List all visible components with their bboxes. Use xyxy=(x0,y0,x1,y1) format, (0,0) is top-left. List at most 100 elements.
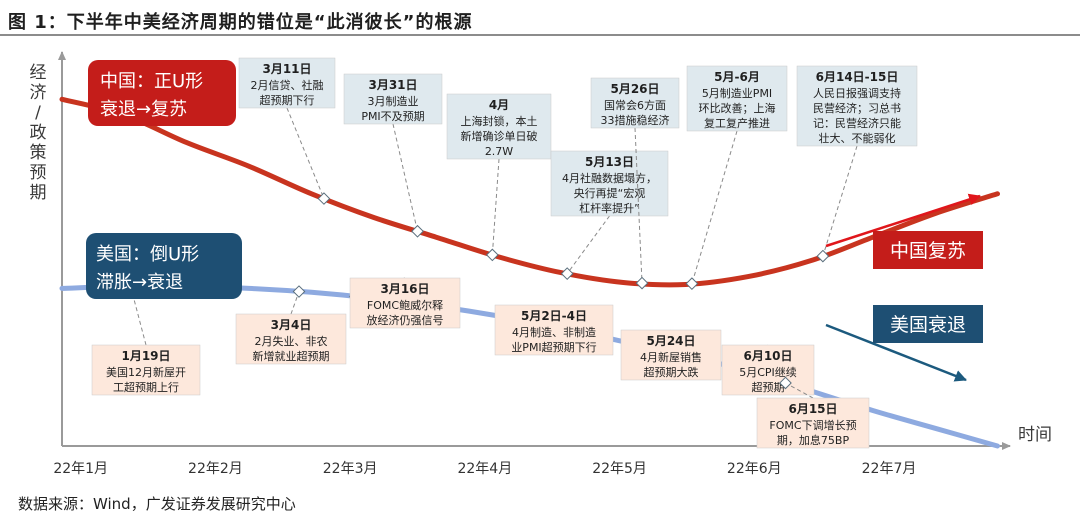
china-line xyxy=(59,96,1000,288)
event-marker xyxy=(292,285,306,298)
event-text-line: 4月制造、非制造 xyxy=(512,325,596,339)
event-date: 5月24日 xyxy=(646,334,695,348)
us-trend-box: 美国衰退 xyxy=(873,305,983,343)
event-connector xyxy=(822,145,858,257)
event-marker xyxy=(485,248,499,262)
event-box xyxy=(620,329,722,381)
title-divider xyxy=(0,34,1080,36)
event-date: 4月 xyxy=(489,98,509,112)
y-axis-label-char: 政 xyxy=(30,123,47,143)
event-text-line: 2.7W xyxy=(485,145,513,158)
event-box xyxy=(349,277,461,329)
y-axis-label-char: 策 xyxy=(30,143,47,163)
event-connector xyxy=(286,107,325,199)
event-text-line: 人民日报强调支持 xyxy=(813,86,901,100)
event-marker xyxy=(560,267,574,280)
event-text-line: 记：民营经济只能 xyxy=(813,116,901,130)
event-text-line: 美国12月新屋开 xyxy=(106,365,186,379)
event-marker xyxy=(685,277,699,291)
china-trend-label: 中国复苏 xyxy=(890,240,966,262)
figure-title: 图 1：下半年中美经济周期的错位是“此消彼长”的根源 xyxy=(8,12,473,33)
event-text-line: 超预期大跌 xyxy=(644,365,699,379)
event-text-line: 国常会6方面 xyxy=(604,98,666,112)
event-box xyxy=(238,57,336,109)
china-label-box: 中国：正U形 衰退→复苏 xyxy=(88,60,236,126)
event-date: 5月13日 xyxy=(585,155,634,169)
event-marker xyxy=(816,249,830,263)
event-text-line: 2月失业、非农 xyxy=(255,334,328,348)
event-date: 6月15日 xyxy=(788,402,837,416)
y-axis-label-char: 预 xyxy=(30,163,47,183)
y-axis-label-char: 期 xyxy=(30,183,47,203)
y-axis-label-char: 经 xyxy=(30,63,47,83)
event-text-line: 民营经济；习总书 xyxy=(813,101,901,115)
event-date: 5月-6月 xyxy=(714,70,760,84)
event-box xyxy=(446,93,552,160)
event-box xyxy=(494,304,614,356)
event-box xyxy=(686,65,788,132)
event-text-line: FOMC下调增长预 xyxy=(769,418,856,432)
event-box xyxy=(235,313,347,365)
event-date: 5月2日-4日 xyxy=(521,309,587,323)
x-tick-label: 22年4月 xyxy=(457,461,512,477)
event-connector xyxy=(290,291,300,315)
china-label-line-2: 衰退→复苏 xyxy=(100,99,187,120)
event-box xyxy=(756,397,870,449)
event-box xyxy=(721,344,815,396)
event-connector xyxy=(634,127,643,284)
event-text-line: 4月社融数据塌方， xyxy=(562,171,657,185)
event-text-line: 上海封锁，本土 xyxy=(461,114,538,128)
event-cn: 3月31日 3月制造业 PMI不及预期 xyxy=(343,73,443,238)
event-box xyxy=(550,150,669,217)
china-trend-box: 中国复苏 xyxy=(873,231,983,269)
event-marker xyxy=(635,276,649,290)
event-text-line: 杠杆率提升” xyxy=(579,201,640,215)
event-date: 5月26日 xyxy=(610,82,659,96)
event-text-line: 新增就业超预期 xyxy=(253,349,330,363)
x-tick-label: 22年2月 xyxy=(188,461,243,477)
event-text-line: 工超预期上行 xyxy=(113,380,179,394)
event-text-line: 业PMI超预期下行 xyxy=(511,340,596,354)
china-label-line-1: 中国：正U形 xyxy=(100,71,203,92)
event-marker xyxy=(779,376,792,390)
us-label-line-1: 美国：倒U形 xyxy=(96,244,199,265)
event-date: 3月31日 xyxy=(368,78,417,92)
us-label-line-2: 滞胀→衰退 xyxy=(96,272,183,293)
event-marker xyxy=(411,224,424,238)
us-trend-label: 美国衰退 xyxy=(890,314,966,336)
event-text-line: 2月信贷、社融 xyxy=(251,78,324,92)
event-text-line: 3月制造业 xyxy=(368,94,419,108)
event-text-line: PMI不及预期 xyxy=(361,110,424,123)
event-text-line: 环比改善；上海 xyxy=(699,101,776,115)
event-text-line: 5月制造业PMI xyxy=(702,86,772,100)
event-marker xyxy=(317,192,331,205)
x-tick-label: 22年3月 xyxy=(323,461,378,477)
event-box xyxy=(91,344,201,396)
event-date: 6月14日-15日 xyxy=(816,70,899,84)
event-text-line: 33措施稳经济 xyxy=(601,113,670,127)
event-connector xyxy=(566,215,610,274)
event-text-line: 新增确诊单日破 xyxy=(461,129,538,143)
event-date: 6月10日 xyxy=(743,349,792,363)
event-date: 1月19日 xyxy=(121,349,170,363)
event-date: 3月11日 xyxy=(262,62,311,76)
event-box xyxy=(796,65,918,147)
event-text-line: 复工复产推进 xyxy=(704,116,770,130)
x-tick-label: 22年5月 xyxy=(592,461,647,477)
x-tick-label: 22年7月 xyxy=(862,461,917,477)
event-text-line: 超预期下行 xyxy=(260,93,315,107)
x-tick-label: 22年1月 xyxy=(53,461,108,477)
event-date: 3月16日 xyxy=(380,282,429,296)
event-text-line: 5月CPI继续 xyxy=(739,365,797,379)
event-box xyxy=(343,73,443,125)
event-text-line: FOMC鲍威尔释 xyxy=(367,298,443,312)
